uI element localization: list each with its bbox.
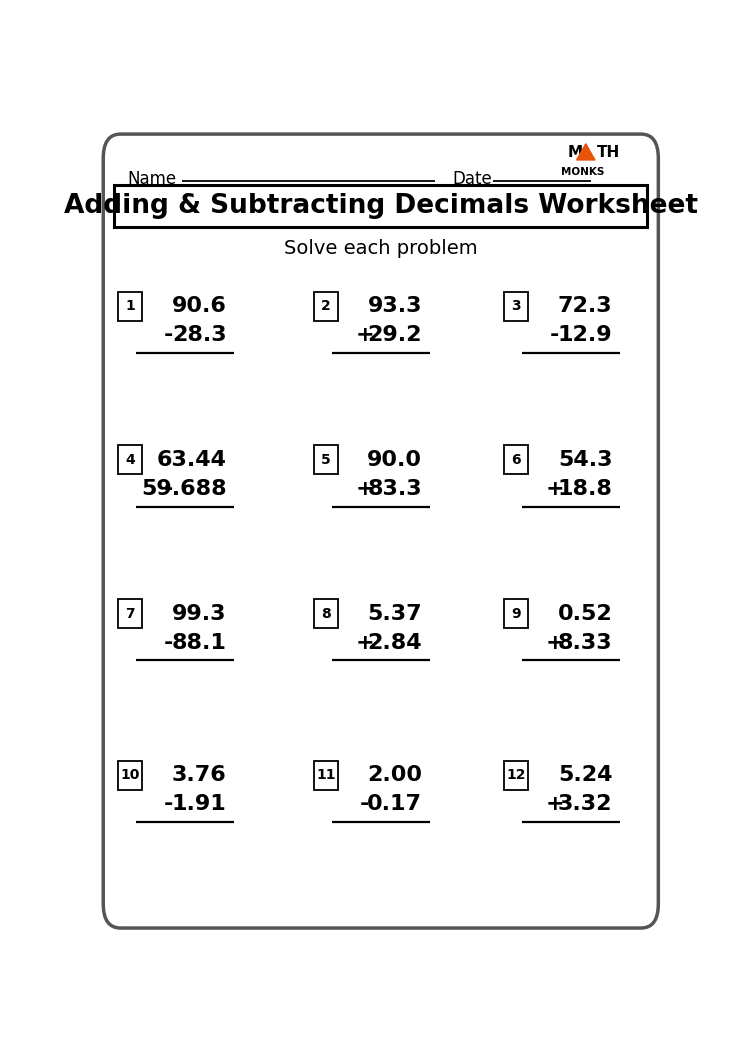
Text: 2: 2 <box>321 299 331 313</box>
Text: -: - <box>360 795 369 815</box>
FancyBboxPatch shape <box>504 598 528 628</box>
Text: 54.3: 54.3 <box>558 449 612 470</box>
Text: 3.32: 3.32 <box>558 795 612 815</box>
Text: +: + <box>545 479 564 499</box>
Text: 90.0: 90.0 <box>367 449 422 470</box>
Text: 28.3: 28.3 <box>172 326 227 345</box>
Text: 99.3: 99.3 <box>172 604 227 624</box>
Text: M: M <box>568 145 583 161</box>
Text: 1: 1 <box>126 299 135 313</box>
Text: +: + <box>355 479 374 499</box>
Text: 5.24: 5.24 <box>558 765 612 785</box>
Text: +: + <box>545 795 564 815</box>
FancyBboxPatch shape <box>504 445 528 475</box>
Text: 12.9: 12.9 <box>558 326 612 345</box>
Text: 8: 8 <box>321 607 331 621</box>
FancyBboxPatch shape <box>504 292 528 321</box>
Text: -: - <box>164 795 174 815</box>
Text: 0.17: 0.17 <box>367 795 422 815</box>
Text: 5: 5 <box>321 453 331 467</box>
Text: 90.6: 90.6 <box>172 296 227 316</box>
FancyBboxPatch shape <box>504 760 528 790</box>
Text: 7: 7 <box>126 607 135 621</box>
Polygon shape <box>577 144 595 160</box>
FancyBboxPatch shape <box>314 760 338 790</box>
FancyBboxPatch shape <box>114 185 647 227</box>
Text: MONKS: MONKS <box>561 167 604 177</box>
Text: 18.8: 18.8 <box>557 479 612 499</box>
FancyBboxPatch shape <box>118 760 143 790</box>
Text: 3: 3 <box>511 299 521 313</box>
Text: 11: 11 <box>317 769 336 782</box>
Text: 12: 12 <box>507 769 526 782</box>
Text: 9: 9 <box>511 607 521 621</box>
Text: 1.91: 1.91 <box>172 795 227 815</box>
Text: Date: Date <box>452 169 493 188</box>
Text: 72.3: 72.3 <box>558 296 612 316</box>
Text: 3.76: 3.76 <box>172 765 227 785</box>
FancyBboxPatch shape <box>118 445 143 475</box>
Text: 93.3: 93.3 <box>368 296 422 316</box>
FancyBboxPatch shape <box>118 598 143 628</box>
Text: 8.33: 8.33 <box>558 633 612 653</box>
Text: 59.688: 59.688 <box>141 479 227 499</box>
Text: -: - <box>164 633 174 653</box>
Text: +: + <box>355 633 374 653</box>
Text: 0.52: 0.52 <box>557 604 612 624</box>
Text: 6: 6 <box>511 453 521 467</box>
Text: 4: 4 <box>126 453 135 467</box>
Text: 2.84: 2.84 <box>368 633 422 653</box>
Text: +: + <box>355 326 374 345</box>
Text: TH: TH <box>597 145 620 161</box>
FancyBboxPatch shape <box>103 134 658 928</box>
Text: +: + <box>545 633 564 653</box>
Text: Name: Name <box>128 169 177 188</box>
Text: 5.37: 5.37 <box>368 604 422 624</box>
FancyBboxPatch shape <box>314 598 338 628</box>
Text: 63.44: 63.44 <box>157 449 227 470</box>
FancyBboxPatch shape <box>118 292 143 321</box>
Text: Solve each problem: Solve each problem <box>284 239 478 258</box>
Text: 29.2: 29.2 <box>368 326 422 345</box>
Text: -: - <box>164 326 174 345</box>
Text: 83.3: 83.3 <box>368 479 422 499</box>
Text: 88.1: 88.1 <box>172 633 227 653</box>
Text: -: - <box>550 326 559 345</box>
FancyBboxPatch shape <box>314 292 338 321</box>
FancyBboxPatch shape <box>314 445 338 475</box>
Text: -: - <box>164 479 174 499</box>
Text: 2.00: 2.00 <box>367 765 422 785</box>
Text: Adding & Subtracting Decimals Worksheet: Adding & Subtracting Decimals Worksheet <box>64 193 698 219</box>
Text: 10: 10 <box>120 769 140 782</box>
